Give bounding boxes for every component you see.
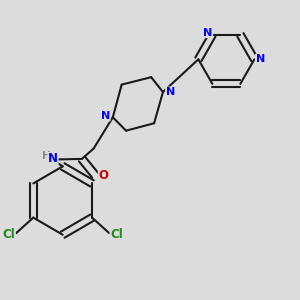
Text: H: H [41,151,50,161]
Text: Cl: Cl [110,228,123,241]
Text: N: N [166,87,175,97]
Text: Cl: Cl [2,228,15,241]
Text: N: N [203,28,213,38]
Text: N: N [48,152,58,165]
Text: N: N [101,111,110,121]
Text: O: O [98,169,108,182]
Text: N: N [256,54,265,64]
